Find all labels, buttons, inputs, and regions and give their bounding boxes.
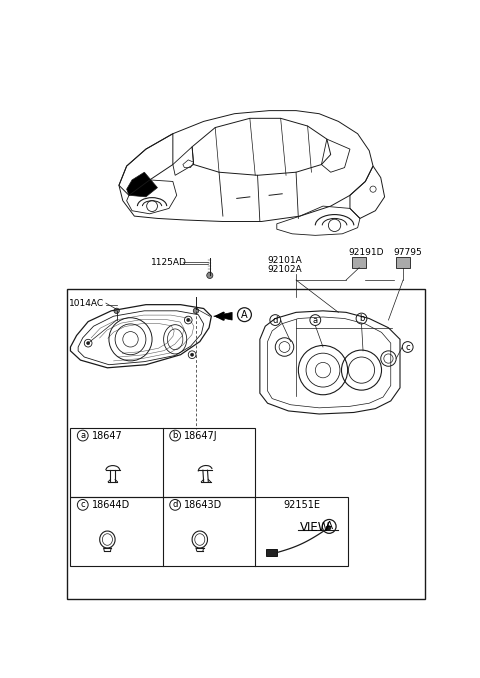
Circle shape (207, 273, 213, 279)
Circle shape (187, 319, 190, 321)
Text: b: b (172, 431, 178, 440)
Text: 97795: 97795 (394, 247, 422, 257)
Text: c: c (406, 342, 410, 351)
Text: 92191D: 92191D (348, 247, 384, 257)
Bar (71, 428, 255, 497)
Bar (266, 549, 277, 557)
Bar (71, 497, 348, 566)
Text: 92151E: 92151E (283, 500, 320, 510)
Circle shape (326, 525, 331, 530)
Text: 18647J: 18647J (184, 431, 218, 441)
Circle shape (114, 308, 120, 313)
Text: 92102A: 92102A (267, 264, 302, 274)
Bar (67, 290, 425, 599)
Text: 1014AC: 1014AC (69, 298, 104, 308)
Text: c: c (81, 500, 85, 509)
Text: 92101A: 92101A (267, 256, 302, 264)
Text: A: A (241, 310, 248, 319)
Bar (396, 257, 410, 268)
Circle shape (193, 308, 199, 313)
Circle shape (191, 353, 193, 356)
Polygon shape (214, 313, 232, 320)
Text: 18643D: 18643D (184, 500, 223, 510)
Text: VIEW: VIEW (300, 521, 330, 534)
Text: A: A (325, 521, 333, 532)
Bar (352, 257, 366, 268)
Text: 18647: 18647 (92, 431, 123, 441)
Circle shape (86, 342, 90, 344)
Text: d: d (172, 500, 178, 509)
Polygon shape (127, 172, 157, 197)
Text: 18644D: 18644D (92, 500, 130, 510)
Text: b: b (359, 314, 364, 323)
Text: a: a (80, 431, 85, 440)
Text: 1125AD: 1125AD (151, 258, 187, 267)
Text: a: a (313, 315, 318, 325)
Text: d: d (273, 315, 278, 325)
